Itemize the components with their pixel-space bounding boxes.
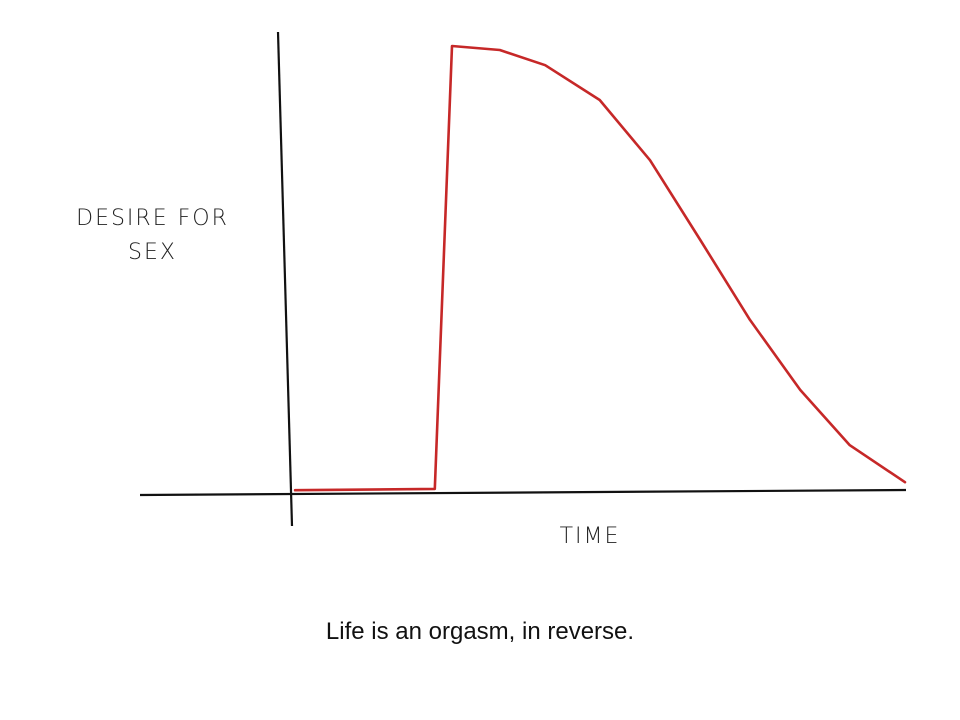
caption: Life is an orgasm, in reverse.	[325, 618, 635, 645]
x-axis-label: TIME	[559, 524, 621, 549]
y-axis-label: DESIRE FOR SEX	[76, 206, 229, 265]
y-axis	[276, 31, 294, 527]
x-axis	[139, 488, 907, 497]
line	[293, 44, 907, 492]
